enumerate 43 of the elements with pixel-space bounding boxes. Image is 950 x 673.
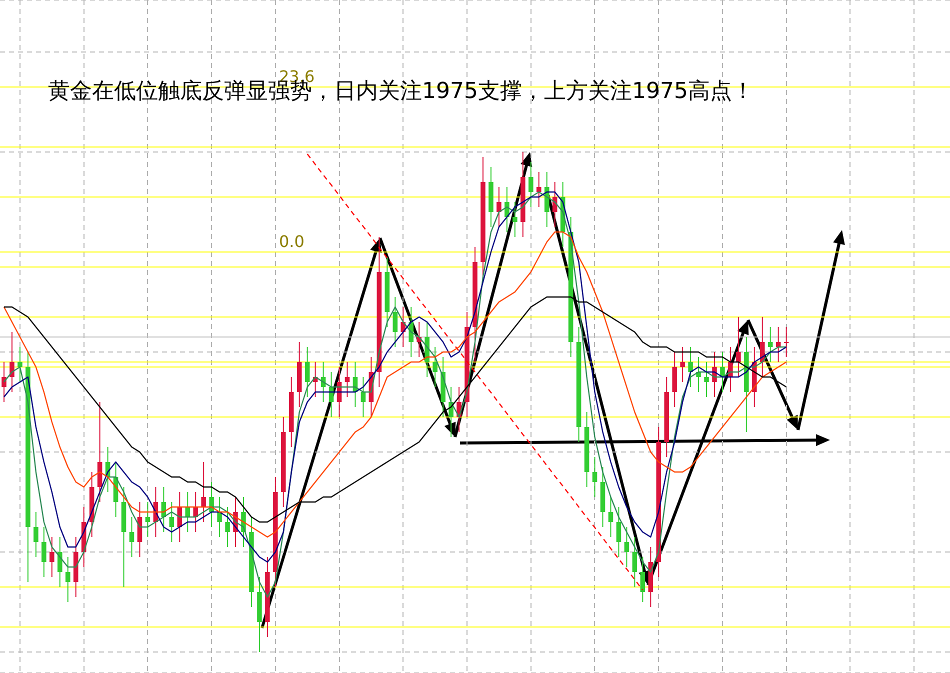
candlestick — [616, 506, 622, 558]
annotation: 0.0 — [279, 232, 304, 252]
candlestick — [736, 316, 741, 378]
candlestick — [408, 306, 414, 358]
candlestick — [360, 376, 366, 418]
candlestick — [177, 492, 182, 542]
candlestick — [512, 202, 518, 238]
candlestick — [185, 492, 190, 532]
candlestick — [344, 362, 350, 398]
candlestick — [2, 362, 6, 402]
candlestick — [432, 346, 438, 388]
candlestick — [304, 346, 310, 398]
candlestick — [49, 536, 54, 578]
candlestick — [57, 536, 62, 588]
candlestick — [728, 346, 733, 392]
candlestick — [680, 346, 685, 382]
candlestick — [129, 516, 134, 558]
candlestick — [528, 162, 534, 208]
candlestick — [688, 346, 693, 388]
candlestick — [34, 512, 38, 558]
candlestick — [145, 502, 150, 538]
candlestick — [608, 496, 614, 538]
candlestick — [201, 462, 206, 522]
candlestick — [217, 496, 222, 538]
candlestick — [496, 186, 502, 228]
candlestick — [784, 326, 789, 358]
candlestick — [768, 326, 773, 362]
candlestick — [18, 346, 22, 382]
candlestick — [169, 502, 174, 542]
candlestick — [632, 536, 638, 588]
candlestick — [42, 526, 46, 578]
candlestick — [640, 556, 646, 602]
candlestick — [624, 526, 630, 568]
candlestick — [10, 332, 14, 392]
candlestick — [760, 316, 765, 378]
candlestick — [776, 326, 781, 362]
candlestick — [65, 556, 70, 602]
candlestick — [193, 492, 198, 532]
candlestick — [704, 362, 709, 398]
candlestick — [392, 296, 398, 348]
candlestick — [592, 456, 598, 498]
candlestick — [225, 506, 230, 548]
candlestick — [536, 172, 542, 208]
